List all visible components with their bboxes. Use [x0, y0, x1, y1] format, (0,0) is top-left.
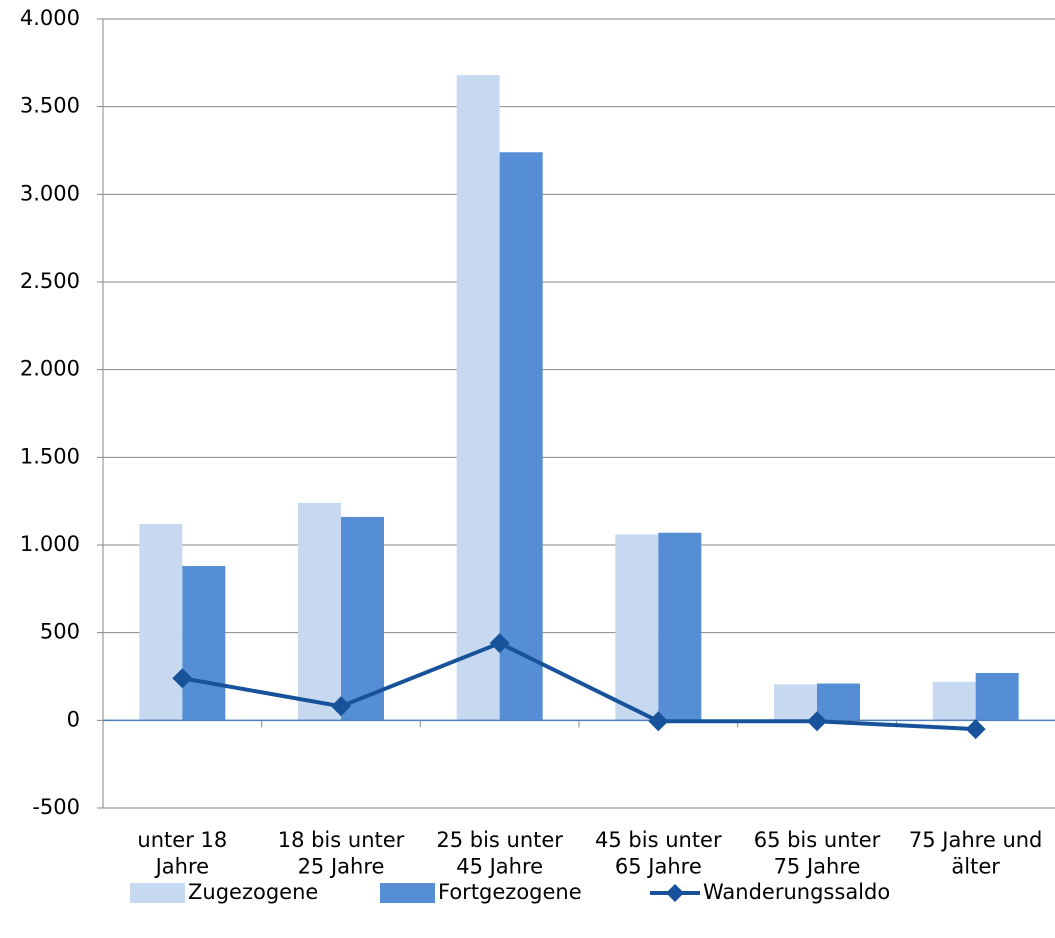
bar: [341, 516, 384, 721]
y-tick-label: 2.500: [20, 269, 80, 293]
x-tick-label: 75 Jahre und älter: [909, 828, 1043, 878]
marker: [965, 719, 986, 740]
y-tick-label: 500: [40, 620, 80, 644]
bar: [774, 684, 817, 721]
y-tick-label: 2.000: [20, 357, 80, 381]
bar: [817, 683, 860, 721]
x-tick-label: 65 bis unter 75 Jahre: [754, 828, 881, 878]
legend-label: Fortgezogene: [438, 880, 582, 904]
bar: [182, 566, 226, 721]
legend-swatch: [380, 883, 435, 903]
marker: [172, 668, 193, 689]
x-tick-label: 25 bis unter 45 Jahre: [436, 828, 563, 878]
bar: [932, 681, 976, 721]
x-tick-label: 45 bis unter 65 Jahre: [595, 828, 722, 878]
y-tick-label: -500: [32, 795, 80, 819]
marker: [807, 711, 827, 732]
x-tick-label: 18 bis unter 25 Jahre: [278, 828, 405, 878]
bar: [499, 152, 543, 721]
y-tick-label: 3.500: [20, 94, 80, 118]
marker: [489, 633, 510, 654]
x-tick-label: unter 18 Jahre: [137, 828, 227, 878]
bar: [139, 523, 183, 721]
y-tick-label: 1.500: [20, 444, 80, 468]
y-tick-label: 3.000: [20, 181, 80, 205]
bar: [658, 532, 702, 721]
line: [181, 641, 976, 732]
bar: [456, 75, 500, 721]
y-tick-label: 0: [67, 707, 80, 731]
legend-label: Zugezogene: [188, 880, 318, 904]
legend-label: Wanderungssaldo: [703, 880, 890, 904]
bar: [615, 534, 659, 721]
y-tick-label: 4.000: [20, 6, 80, 30]
bar: [975, 672, 1019, 721]
marker: [648, 711, 669, 732]
legend-swatch: [130, 883, 185, 903]
marker: [331, 696, 351, 717]
legend-marker: [666, 884, 684, 902]
y-tick-label: 1.000: [20, 532, 80, 556]
bar: [298, 502, 341, 721]
